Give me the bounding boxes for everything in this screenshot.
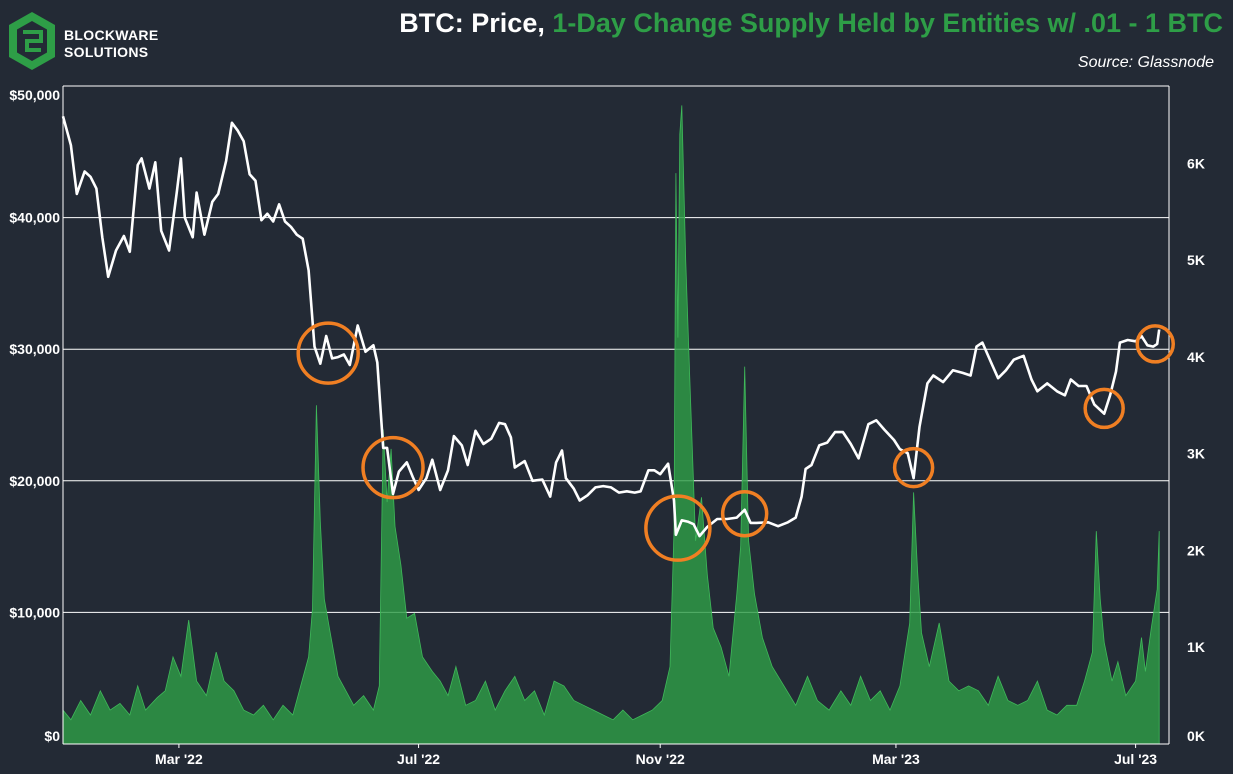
y-right-tick-label: 5K — [1187, 252, 1205, 268]
brand-name-line2: SOLUTIONS — [64, 44, 149, 60]
brand-name-line1: BLOCKWARE — [64, 27, 159, 43]
chart-source: Source: Glassnode — [1077, 54, 1214, 71]
highlight-circles — [296, 321, 1175, 562]
y-right-tick-label: 6K — [1187, 155, 1205, 171]
highlight-circle — [296, 321, 360, 385]
highlight-circle — [720, 489, 769, 538]
y-right-tick-label: 4K — [1187, 349, 1205, 365]
y-right-tick-label: 3K — [1187, 446, 1205, 462]
chart-title: BTC: Price, 1-Day Change Supply Held by … — [399, 8, 1223, 39]
price-line-group — [61, 115, 1161, 538]
chart-title-price: BTC: Price, — [399, 8, 545, 38]
supply-change-area — [62, 105, 1160, 745]
supply-change-area-path — [62, 105, 1160, 745]
chart-title-supply: 1-Day Change Supply Held by Entities w/ … — [552, 8, 1223, 38]
x-tick-label: Mar '22 — [155, 751, 203, 767]
highlight-circle — [644, 494, 712, 562]
y-right-tick-label: 2K — [1187, 542, 1205, 558]
grid-lines — [63, 85, 1169, 745]
blockware-logo-icon — [6, 10, 58, 72]
x-tick-label: Mar '23 — [872, 751, 920, 767]
x-tick-label: Nov '22 — [636, 751, 685, 767]
y-right-tick-label: 0K — [1187, 728, 1205, 744]
x-tick-label: Jul '23 — [1114, 751, 1157, 767]
y-left-tick-label: $40,000 — [9, 210, 60, 226]
y-left-tick-label: $50,000 — [9, 87, 60, 103]
x-tick-label: Jul '22 — [397, 751, 440, 767]
highlight-circle — [892, 446, 935, 489]
price-line — [61, 115, 1161, 538]
chart-header: BLOCKWARE SOLUTIONS BTC: Price, 1-Day Ch… — [0, 0, 1233, 86]
axes: $0 $10,000 $20,000 $30,000 $40,000 $50,000 0K 1… — [9, 86, 1205, 767]
y-left-tick-label: $30,000 — [9, 341, 60, 357]
highlight-circle — [1083, 387, 1125, 430]
y-left-tick-label: $0 — [44, 728, 60, 744]
y-left-tick-label: $10,000 — [9, 604, 60, 620]
highlight-circle — [1135, 324, 1175, 364]
y-left-tick-label: $20,000 — [9, 473, 60, 489]
y-right-tick-label: 1K — [1187, 639, 1205, 655]
highlight-circle — [361, 435, 425, 500]
